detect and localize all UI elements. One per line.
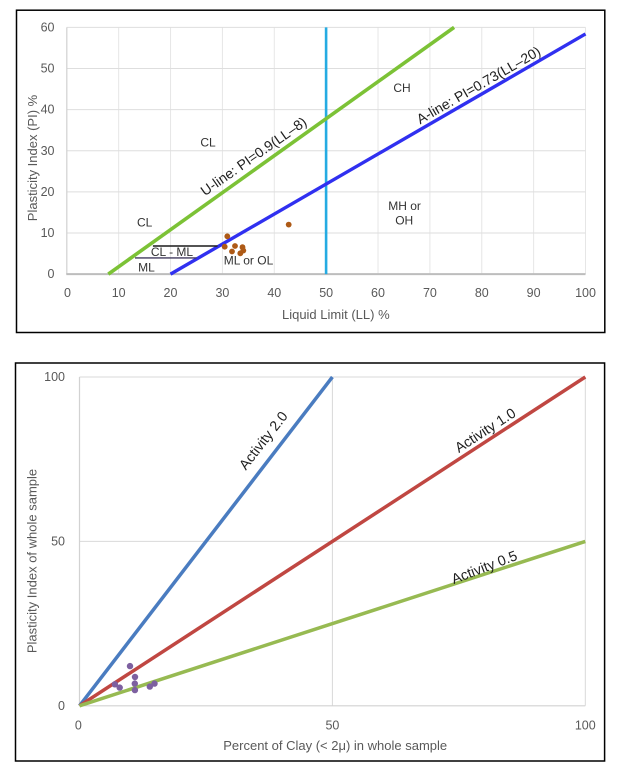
svg-text:CH: CH [393,81,410,95]
svg-text:20: 20 [41,185,55,199]
svg-text:70: 70 [423,286,437,300]
svg-text:40: 40 [41,103,55,117]
svg-text:50: 50 [51,535,65,549]
svg-text:90: 90 [527,286,541,300]
svg-text:100: 100 [575,286,596,300]
svg-text:30: 30 [41,144,55,158]
svg-text:Percent of Clay (< 2μ) in whol: Percent of Clay (< 2μ) in whole sample [223,738,447,753]
svg-text:50: 50 [41,62,55,76]
svg-text:100: 100 [44,370,65,384]
svg-text:0: 0 [75,719,82,733]
svg-text:10: 10 [41,226,55,240]
svg-text:40: 40 [267,286,281,300]
svg-text:Plasticity Index (PI) %: Plasticity Index (PI) % [25,94,40,221]
svg-text:50: 50 [325,719,339,733]
svg-text:OH: OH [395,213,413,227]
svg-text:ML: ML [138,261,155,275]
svg-text:Plasticity Index of whole samp: Plasticity Index of whole sample [25,469,40,653]
svg-text:10: 10 [112,286,126,300]
svg-text:CL: CL [137,216,153,230]
svg-text:60: 60 [371,286,385,300]
svg-text:100: 100 [575,719,596,733]
svg-text:0: 0 [58,699,65,713]
svg-text:MH or: MH or [388,199,421,213]
svg-text:80: 80 [475,286,489,300]
svg-text:30: 30 [215,286,229,300]
svg-text:0: 0 [48,267,55,281]
svg-text:50: 50 [319,286,333,300]
svg-text:CL: CL [200,136,216,150]
svg-text:CL - ML: CL - ML [151,245,194,259]
svg-text:60: 60 [41,21,55,35]
svg-text:0: 0 [64,286,71,300]
svg-text:ML or OL: ML or OL [224,254,274,268]
svg-text:20: 20 [164,286,178,300]
svg-text:Liquid Limit (LL) %: Liquid Limit (LL) % [282,307,390,322]
